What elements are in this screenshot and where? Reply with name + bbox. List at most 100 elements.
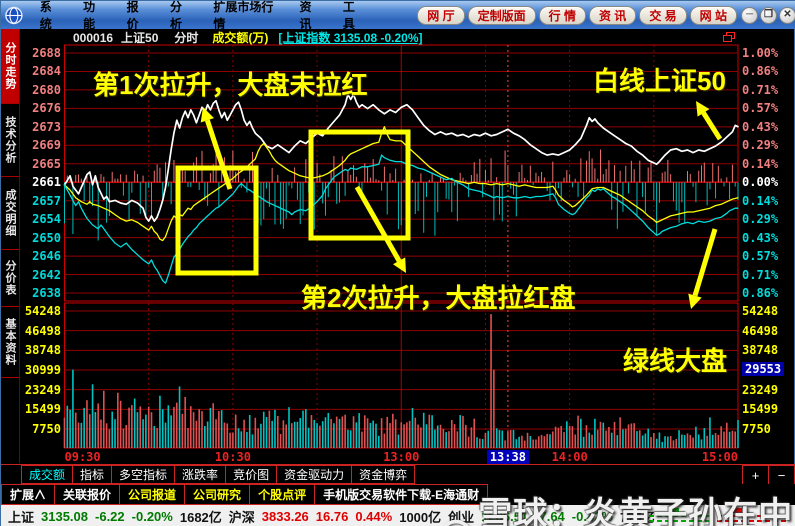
volume-axis-label: 30999 — [24, 363, 61, 377]
volume-axis-label: 38748 — [742, 343, 779, 358]
pct-axis-label: 0.14% — [742, 156, 779, 171]
quick-button-4[interactable]: 资 讯 — [588, 5, 637, 25]
menu-bar: 系统 功能 报价 分析 扩展市场行情 资讯 工具 网 厅定制版面行 情资 讯交 易网 站 ─… — [1, 0, 795, 31]
stock-name: 上证50 — [121, 31, 159, 45]
menu-item-3[interactable]: 报价 — [126, 0, 139, 31]
price-axis-label: 2638 — [32, 286, 61, 300]
price-axis-label: 2684 — [32, 64, 61, 79]
indicator-tab-3[interactable]: 多空指标 — [112, 465, 176, 484]
bottom-link-6[interactable]: 手机版交易软件下载-E海通财 — [315, 484, 489, 505]
pct-axis-label: 0.29% — [742, 212, 779, 227]
time-label: 14:00 — [551, 450, 588, 464]
quick-button-3[interactable]: 行 情 — [538, 5, 586, 25]
pct-axis-label: 0.43% — [742, 230, 779, 245]
menu-item-4[interactable]: 分析 — [169, 0, 182, 31]
indicator-tabs-row: 成交额 指标 多空指标 涨跌率 竞价图 资金驱动力 资金博弈 + − — [1, 464, 795, 485]
menu-item-1[interactable]: 系统 — [39, 0, 52, 31]
price-axis-label: 2676 — [32, 101, 61, 116]
status-value-2: 3135.08 — [41, 508, 89, 524]
time-label: 13:00 — [383, 450, 420, 464]
period-label[interactable]: 分时 — [174, 31, 199, 45]
snowball-logo-icon — [443, 519, 469, 526]
bottom-link-4[interactable]: 公司研究 — [185, 484, 251, 505]
pct-axis-label: 0.14% — [742, 193, 779, 208]
volume-axis-label: 23249 — [742, 382, 779, 397]
sidebar-tab-1[interactable]: 分时走势 — [1, 29, 19, 104]
cursor-time-label: 13:38 — [486, 450, 529, 464]
window-controls: ─ ❐ ✕ — [741, 6, 795, 24]
volume-axis-label: 15499 — [742, 402, 779, 417]
volume-axis-label: 7750 — [32, 422, 61, 436]
zoom-out-button[interactable]: − — [768, 465, 795, 485]
pct-axis-label: 0.86% — [742, 64, 779, 79]
pane-restore-icon[interactable] — [723, 32, 736, 43]
zoom-in-button[interactable]: + — [742, 465, 769, 485]
volume-axis-label: 7750 — [742, 422, 771, 436]
sidebar-tab-3[interactable]: 成交明细 — [1, 177, 19, 250]
watermark: 雪球：炎黄子孙在中国 — [439, 487, 794, 526]
quick-button-5[interactable]: 交 易 — [639, 5, 687, 25]
menu-item-6[interactable]: 资讯 — [299, 0, 312, 31]
stock-code: 000016 — [73, 30, 114, 45]
sidebar-tabs: 分时走势 技术分析 成交明细 分价表 基本资料 — [1, 29, 20, 463]
overlay-index-label[interactable]: [上证指数 3135.08 -0.20%] — [278, 31, 423, 45]
price-axis-label: 2657 — [32, 193, 61, 208]
price-axis-label: 2654 — [32, 212, 61, 227]
bottom-link-5[interactable]: 个股点评 — [250, 484, 316, 505]
bottom-link-3[interactable]: 公司报道 — [120, 484, 186, 505]
sidebar-tab-2[interactable]: 技术分析 — [1, 104, 19, 177]
status-value-3: -6.22 — [95, 508, 125, 524]
indicator-tab-2[interactable]: 指标 — [73, 465, 113, 484]
volume-axis-label: 46498 — [24, 323, 61, 338]
volume-axis-label: 15499 — [24, 402, 61, 417]
menu-item-2[interactable]: 功能 — [83, 0, 96, 31]
links-row: 扩展∧ 关联报价 公司报道 公司研究 个股点评 手机版交易软件下载-E海通财 — [1, 484, 795, 505]
quick-button-6[interactable]: 网 站 — [689, 5, 737, 25]
pct-axis-label: 0.71% — [742, 82, 779, 97]
price-axis-label: 2688 — [32, 46, 61, 60]
price-axis-label: 2680 — [32, 82, 61, 97]
volume-axis-label: 46498 — [742, 323, 779, 338]
indicator-tab-1[interactable]: 成交额 — [21, 465, 74, 484]
indicator-tab-5[interactable]: 竞价图 — [226, 465, 278, 484]
restore-button[interactable]: ❐ — [760, 6, 777, 24]
watermark-text: 雪球：炎黄子孙在中国 — [478, 496, 794, 526]
volume-axis-label: 54248 — [24, 304, 61, 318]
price-axis-label: 2646 — [32, 249, 61, 264]
indicator-tab-6[interactable]: 资金驱动力 — [277, 465, 353, 484]
sidebar-tab-4[interactable]: 分价表 — [1, 250, 19, 307]
time-label: 15:00 — [701, 450, 738, 464]
money-flow-sparklines — [649, 508, 787, 522]
time-label: 09:30 — [64, 450, 101, 464]
menu-items: 系统 功能 报价 分析 扩展市场行情 资讯 工具 — [29, 0, 375, 31]
chart-header: 000016 上证50 分时 成交额(万) [上证指数 3135.08 -0.2… — [21, 30, 781, 46]
quick-button-1[interactable]: 网 厅 — [417, 5, 465, 25]
bottom-link-1[interactable]: 扩展∧ — [1, 484, 56, 505]
bottom-link-2[interactable]: 关联报价 — [55, 484, 121, 505]
indicator-tab-7[interactable]: 资金博弈 — [352, 465, 416, 484]
status-value-6: 沪深 — [228, 509, 255, 525]
status-value-4: -0.20% — [131, 508, 173, 524]
status-value-8: 16.76 — [315, 508, 349, 524]
sidebar-tab-5[interactable]: 基本资料 — [1, 307, 19, 378]
time-label: 10:30 — [214, 450, 251, 464]
volume-axis-label: 23249 — [24, 382, 61, 397]
pct-axis-label: 1.00% — [742, 46, 779, 60]
status-value-14: -0.42% — [571, 508, 613, 524]
quick-button-2[interactable]: 定制版面 — [467, 5, 536, 25]
status-value-7: 3833.26 — [261, 508, 309, 524]
time-axis: 09:30 10:30 13:00 13:38 14:00 15:00 — [64, 449, 738, 464]
app-logo-icon — [5, 6, 23, 24]
menu-item-5[interactable]: 扩展市场行情 — [213, 0, 274, 31]
menu-item-7[interactable]: 工具 — [342, 0, 355, 31]
minimize-button[interactable]: ─ — [741, 6, 758, 24]
pct-axis-label: 0.29% — [742, 138, 779, 153]
pct-axis-label: 0.57% — [742, 101, 779, 116]
close-button[interactable]: ✕ — [779, 6, 795, 24]
pct-axis-label: 0.00% — [742, 175, 779, 190]
volume-axis-label: 38748 — [24, 343, 61, 358]
pct-axis-label: 0.43% — [742, 119, 779, 134]
indicator-tab-4[interactable]: 涨跌率 — [175, 465, 227, 484]
status-value-12: 1236.51 — [481, 508, 529, 524]
